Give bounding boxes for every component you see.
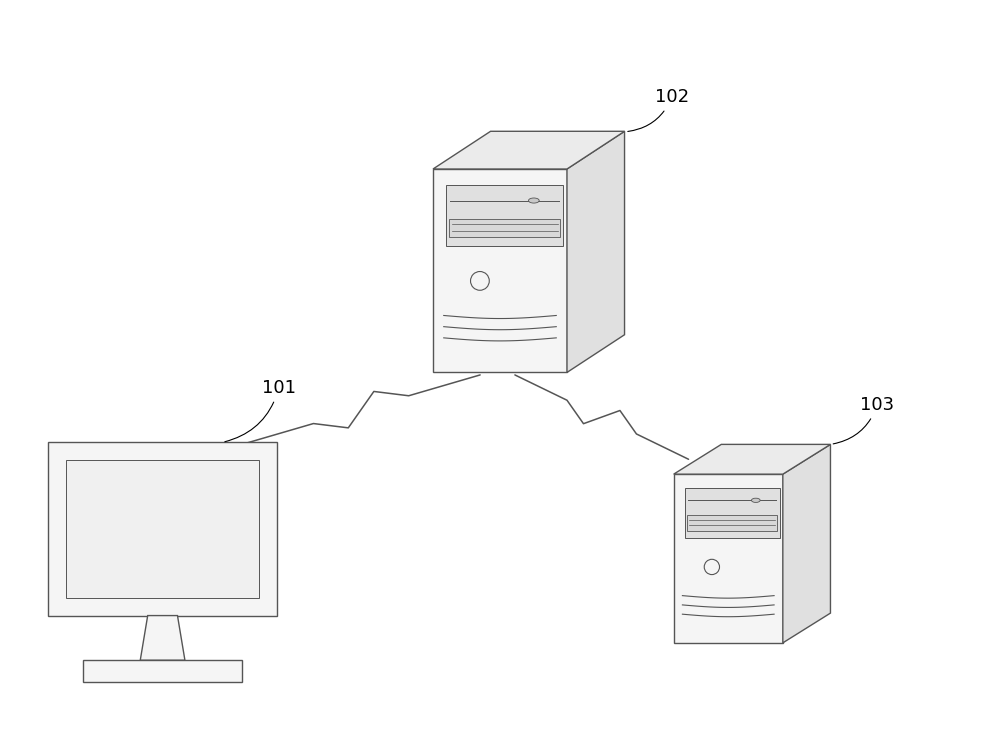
Polygon shape	[674, 445, 830, 474]
Polygon shape	[433, 131, 625, 169]
Polygon shape	[140, 615, 185, 660]
Polygon shape	[433, 169, 567, 373]
Polygon shape	[446, 185, 563, 246]
Polygon shape	[83, 660, 242, 682]
Text: 102: 102	[628, 88, 689, 131]
Text: 103: 103	[833, 396, 894, 444]
Ellipse shape	[751, 498, 760, 502]
Polygon shape	[567, 131, 625, 373]
Text: 101: 101	[225, 379, 296, 442]
Polygon shape	[48, 442, 277, 615]
Polygon shape	[685, 488, 780, 538]
Polygon shape	[687, 515, 777, 531]
Polygon shape	[66, 460, 259, 598]
Polygon shape	[783, 445, 830, 643]
Polygon shape	[449, 219, 560, 237]
Polygon shape	[674, 474, 783, 643]
Ellipse shape	[528, 198, 539, 203]
